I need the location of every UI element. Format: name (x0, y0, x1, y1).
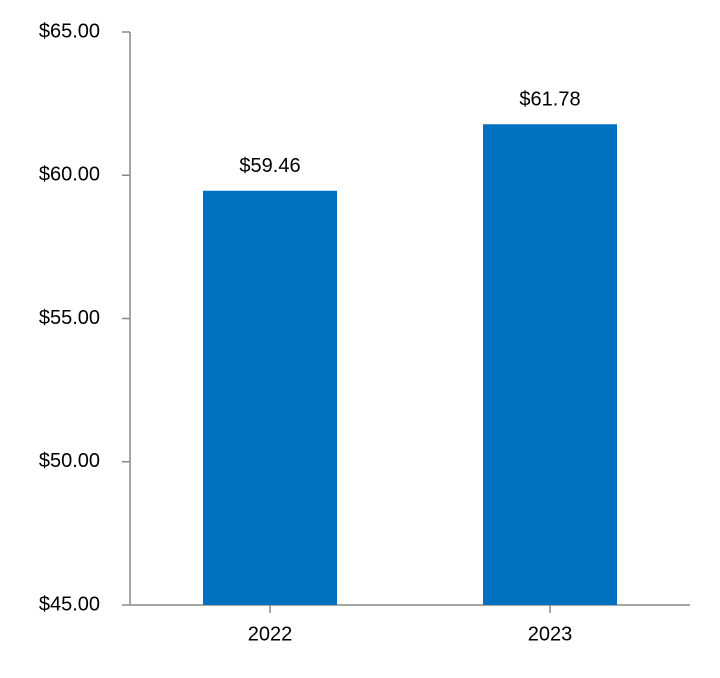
x-tick-label: 2022 (248, 623, 293, 645)
y-tick-label: $65.00 (39, 20, 100, 42)
bar (203, 190, 337, 605)
y-tick-label: $60.00 (39, 164, 100, 186)
y-tick-label: $45.00 (39, 593, 100, 615)
bar (483, 124, 617, 606)
value-label: $59.46 (239, 155, 300, 177)
y-tick-label: $55.00 (39, 307, 100, 329)
y-tick-label: $50.00 (39, 450, 100, 472)
value-label: $61.78 (519, 89, 580, 111)
x-tick-label: 2023 (528, 623, 573, 645)
